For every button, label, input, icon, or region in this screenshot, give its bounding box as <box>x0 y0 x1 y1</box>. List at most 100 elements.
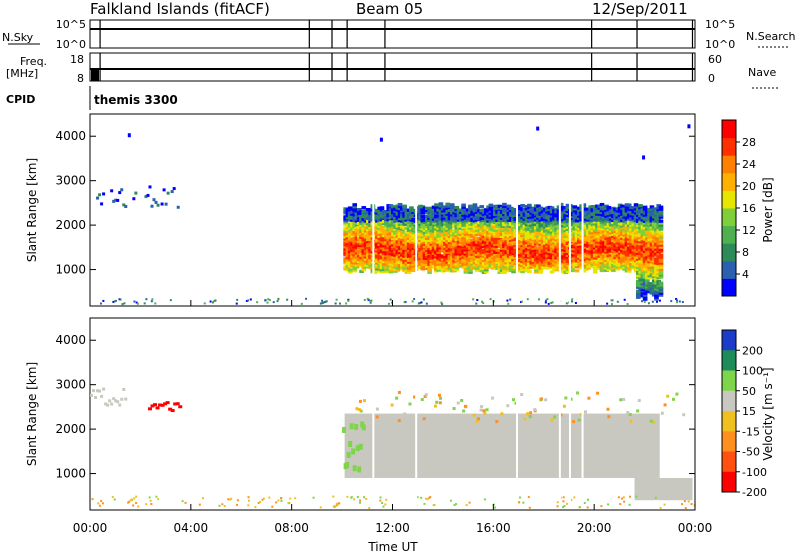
colorbar-swatch-3 <box>722 225 736 244</box>
velocity-cell <box>475 419 479 423</box>
velocity-cell <box>528 506 531 509</box>
power-cell <box>277 297 280 300</box>
power-cell <box>549 270 555 274</box>
velocity-cell <box>424 497 427 500</box>
power-cell <box>577 224 582 228</box>
power-cell <box>649 255 655 259</box>
power-cell <box>520 269 525 274</box>
power-cell <box>381 270 387 274</box>
power-cell <box>121 303 124 306</box>
power-cell <box>658 271 664 275</box>
power-cell <box>658 257 664 261</box>
velocity-cell <box>682 413 686 417</box>
velocity-cell <box>254 506 257 509</box>
power-cell <box>502 216 507 221</box>
velocity-cell <box>359 499 362 502</box>
power-cell <box>511 258 516 262</box>
power-cell <box>379 206 385 210</box>
power-cell <box>574 269 580 273</box>
power-cell <box>447 258 453 263</box>
freq-right-tick-bottom: 0 <box>708 72 715 85</box>
velocity-cell <box>429 496 432 499</box>
velocity-main-band <box>344 413 660 478</box>
velocity-cell <box>122 388 126 392</box>
noise-panel: N.Sky 10^5 10^0 10^5 10^0 N.Search <box>2 18 796 51</box>
y-tick-label-2: 3000 <box>55 174 86 188</box>
velocity-cell <box>637 399 641 403</box>
power-cell <box>477 265 482 269</box>
power-cell <box>547 302 550 305</box>
power-cell <box>127 133 131 138</box>
power-cell <box>493 214 498 218</box>
velocity-cell <box>271 505 274 508</box>
power-cell <box>515 267 521 271</box>
power-cell <box>436 264 441 268</box>
colorbar-tick-label-2: 50 <box>742 385 756 398</box>
power-cell <box>507 302 510 305</box>
power-cell <box>352 205 358 209</box>
velocity-cell <box>236 499 239 502</box>
velocity-cell <box>92 389 96 393</box>
power-cell <box>403 301 406 304</box>
power-cell <box>359 215 364 219</box>
velocity-cell <box>135 495 138 498</box>
velocity-cell <box>687 500 690 503</box>
power-cell <box>162 188 166 192</box>
power-cell <box>509 298 512 301</box>
power-cell <box>592 270 598 274</box>
power-cell <box>98 193 102 197</box>
power-cell <box>486 251 491 255</box>
velocity-gap <box>415 319 418 509</box>
velocity-cell <box>118 403 122 407</box>
velocity-gap <box>568 319 571 509</box>
freq-left-tick-bottom: 8 <box>77 72 84 85</box>
velocity-cell <box>476 417 480 421</box>
power-cell <box>406 270 412 274</box>
velocity-cell <box>379 496 382 499</box>
power-cell <box>633 203 639 207</box>
velocity-cell <box>160 403 165 407</box>
power-cell <box>379 137 383 142</box>
velocity-cell <box>422 417 426 421</box>
power-cell <box>361 206 367 210</box>
power-cell <box>436 222 441 226</box>
power-cell <box>651 275 657 279</box>
velocity-cell <box>391 420 395 424</box>
power-cell <box>415 230 421 234</box>
velocity-cell <box>157 498 160 501</box>
power-cell <box>658 265 664 269</box>
power-cell <box>499 248 505 252</box>
velocity-cell <box>635 495 638 498</box>
power-cell <box>375 267 380 271</box>
power-cell <box>538 252 544 256</box>
colorbar-swatch-1 <box>722 260 736 279</box>
velocity-cell <box>600 505 603 508</box>
power-cell <box>427 210 432 214</box>
velocity-cell <box>572 420 576 424</box>
velocity-cell <box>247 504 250 507</box>
power-cell <box>610 303 613 306</box>
power-cell <box>565 269 571 273</box>
power-gap <box>568 115 571 305</box>
velocity-cell <box>690 503 693 506</box>
power-cell <box>611 268 616 272</box>
power-cell <box>495 208 500 212</box>
power-cell <box>325 300 328 303</box>
velocity-cell <box>382 505 385 508</box>
velocity-cell <box>100 499 103 502</box>
power-cell <box>493 264 498 268</box>
power-cell <box>443 234 448 238</box>
power-cell <box>638 230 643 234</box>
power-cell <box>493 246 498 250</box>
power-cell <box>606 267 612 272</box>
power-cell <box>124 204 128 208</box>
velocity-cell <box>659 506 662 509</box>
velocity-cell <box>355 445 360 452</box>
velocity-cell <box>578 506 581 509</box>
power-cell <box>264 299 267 302</box>
power-cell <box>366 297 369 300</box>
colorbar-swatch-0 <box>722 330 736 351</box>
colorbar-tick-label-6: -100 <box>742 466 767 479</box>
power-cell <box>484 268 489 272</box>
